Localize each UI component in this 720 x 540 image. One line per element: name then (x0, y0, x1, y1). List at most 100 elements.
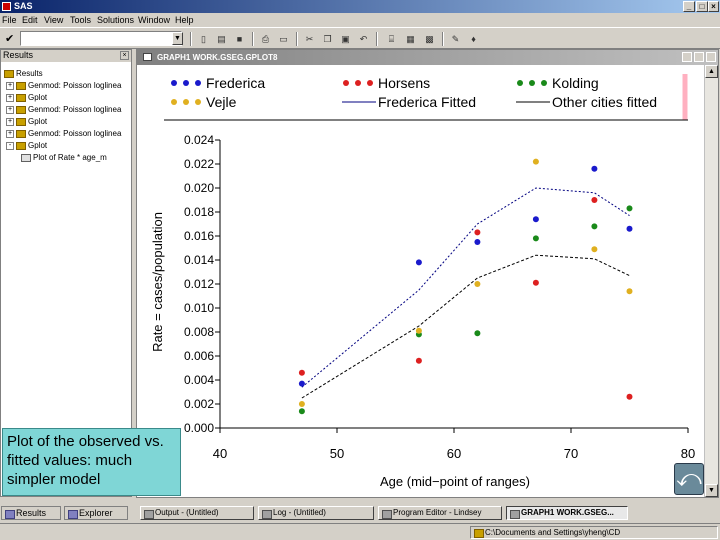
menu-edit[interactable]: Edit (22, 15, 38, 25)
toolbar-separator (296, 32, 298, 46)
tree-expander-icon[interactable]: + (6, 81, 14, 90)
y-tick-label: 0.008 (184, 325, 214, 339)
tree-item-label: Genmod: Poisson loglinea (28, 129, 122, 138)
x-axis: 40 50 60 70 80 (213, 427, 695, 461)
data-point-frederica (298, 380, 305, 387)
data-point-vejle (591, 246, 598, 253)
maximize-button[interactable]: □ (696, 1, 708, 12)
tree-item[interactable]: + Genmod: Poisson loglinea (6, 80, 121, 91)
help-icon[interactable]: ✎ (451, 34, 460, 44)
data-point-frederica (532, 216, 539, 223)
legend-marker-horsens (355, 80, 361, 86)
legend-marker-vejle (171, 99, 177, 105)
legend-marker-kolding (529, 80, 535, 86)
print-icon[interactable]: ⎙ (261, 34, 270, 44)
window-taskbar: Output - (Untitled) Log - (Untitled) Pro… (136, 505, 720, 521)
toolbar-separator (376, 32, 378, 46)
cut-icon[interactable]: ✂ (305, 34, 314, 44)
tree-item[interactable]: + Gplot (6, 92, 47, 103)
tree-expander-icon[interactable]: + (6, 129, 14, 138)
tree-item[interactable]: Results (4, 68, 43, 79)
legend-marker-vejle (183, 99, 189, 105)
graph-minimize-button[interactable] (682, 52, 692, 62)
copy-icon[interactable]: ❐ (323, 34, 332, 44)
tree-expander-icon[interactable]: + (6, 105, 14, 114)
menu-view[interactable]: View (44, 15, 64, 25)
menu-help[interactable]: Help (175, 15, 194, 25)
data-point-vejle (474, 281, 481, 287)
tree-expander-icon[interactable]: - (6, 141, 14, 150)
open-icon[interactable]: ▤ (217, 34, 226, 44)
folder-icon (16, 81, 26, 90)
y-tick-label: 0.022 (184, 157, 214, 171)
tree-item-label: Plot of Rate * age_m (33, 153, 107, 162)
data-point-vejle (626, 288, 633, 295)
tree-item-selected-plot[interactable]: Plot of Rate * age_m (21, 152, 107, 163)
toolbar-separator (442, 32, 444, 46)
tree-expander-icon[interactable]: + (6, 93, 14, 102)
menu-window[interactable]: Window (138, 15, 171, 25)
whats-this-icon[interactable]: ♦ (471, 34, 476, 44)
task-graph-window[interactable]: GRAPH1 WORK.GSEG... (506, 506, 628, 520)
new-icon[interactable]: ▯ (201, 34, 206, 44)
command-input[interactable] (20, 31, 182, 46)
task-output-window[interactable]: Output - (Untitled) (140, 506, 254, 520)
menu-tools[interactable]: Tools (70, 15, 92, 25)
minimize-button[interactable]: _ (683, 1, 695, 12)
print-preview-icon[interactable]: ▭ (279, 34, 288, 44)
task-log-window[interactable]: Log - (Untitled) (258, 506, 374, 520)
legend-marker-frederica (183, 80, 189, 86)
graph-icon (21, 153, 31, 162)
graph-close-button[interactable] (706, 52, 716, 62)
legend-label: Horsens (378, 75, 430, 91)
status-bar: C:\Documents and Settings\yheng\CD (0, 523, 720, 540)
menu-file[interactable]: File (2, 15, 17, 25)
explorer-icon[interactable]: ▦ (406, 34, 415, 44)
chart-legend: Frederica Vejle Horsens Frederica Fitted Kol… (164, 74, 688, 121)
data-point-kolding (591, 223, 598, 230)
data-point-vejle (532, 158, 539, 165)
legend-marker-kolding (517, 80, 523, 86)
scroll-down-arrow-icon[interactable]: ▼ (705, 484, 718, 497)
menu-solutions[interactable]: Solutions (97, 15, 135, 25)
tree-item[interactable]: - Gplot (6, 140, 47, 151)
vertical-scrollbar[interactable]: ▲ ▼ (704, 65, 718, 497)
tree-item[interactable]: + Gplot (6, 116, 47, 127)
tree-item[interactable]: + Genmod: Poisson loglinea (6, 128, 121, 139)
x-tick-label: 50 (330, 446, 344, 461)
task-program-editor-window[interactable]: Program Editor - Lindsey (378, 506, 502, 520)
scroll-up-arrow-icon[interactable]: ▲ (705, 65, 718, 78)
options-icon[interactable]: ▩ (425, 34, 434, 44)
folder-icon (16, 117, 26, 126)
legend-label: Other cities fitted (552, 94, 657, 110)
tree-expander-icon[interactable]: + (6, 117, 14, 126)
data-point-kolding (474, 330, 481, 337)
results-pane-title: Results (3, 50, 34, 60)
data-point-vejle (298, 401, 305, 407)
command-dropdown-button[interactable]: ▼ (172, 32, 183, 45)
y-tick-label: 0.024 (184, 133, 214, 147)
tab-explorer[interactable]: Explorer (64, 506, 128, 520)
new-library-icon[interactable]: ⌸ (388, 34, 395, 44)
pane-tabs: Results Explorer (0, 505, 134, 521)
results-pane-header: Results × (1, 50, 131, 62)
toolbar: ✔ ▼ ▯ ▤ ■ ⎙ ▭ ✂ ❐ ▣ ↶ ⌸ ▦ ▩ ✎ ♦ (0, 27, 720, 49)
save-icon[interactable]: ■ (236, 34, 243, 44)
legend-label: Frederica Fitted (378, 94, 476, 110)
data-point-frederica (626, 225, 633, 232)
x-tick-label: 40 (213, 446, 227, 461)
return-arrow-button[interactable]: ⤺ (674, 463, 704, 495)
submit-check-icon[interactable]: ✔ (5, 33, 15, 45)
current-directory: C:\Documents and Settings\yheng\CD (470, 526, 718, 539)
y-tick-label: 0.018 (184, 205, 214, 219)
results-close-icon[interactable]: × (120, 51, 129, 60)
annotation-note: Plot of the observed vs. fitted values: … (2, 428, 181, 496)
undo-icon[interactable]: ↶ (359, 34, 368, 44)
graph-maximize-button[interactable] (694, 52, 704, 62)
paste-icon[interactable]: ▣ (341, 34, 350, 44)
tree-item[interactable]: + Genmod: Poisson loglinea (6, 104, 121, 115)
tree-item-label: Genmod: Poisson loglinea (28, 105, 122, 114)
close-button[interactable]: × (708, 1, 719, 12)
tab-results[interactable]: Results (1, 506, 61, 520)
